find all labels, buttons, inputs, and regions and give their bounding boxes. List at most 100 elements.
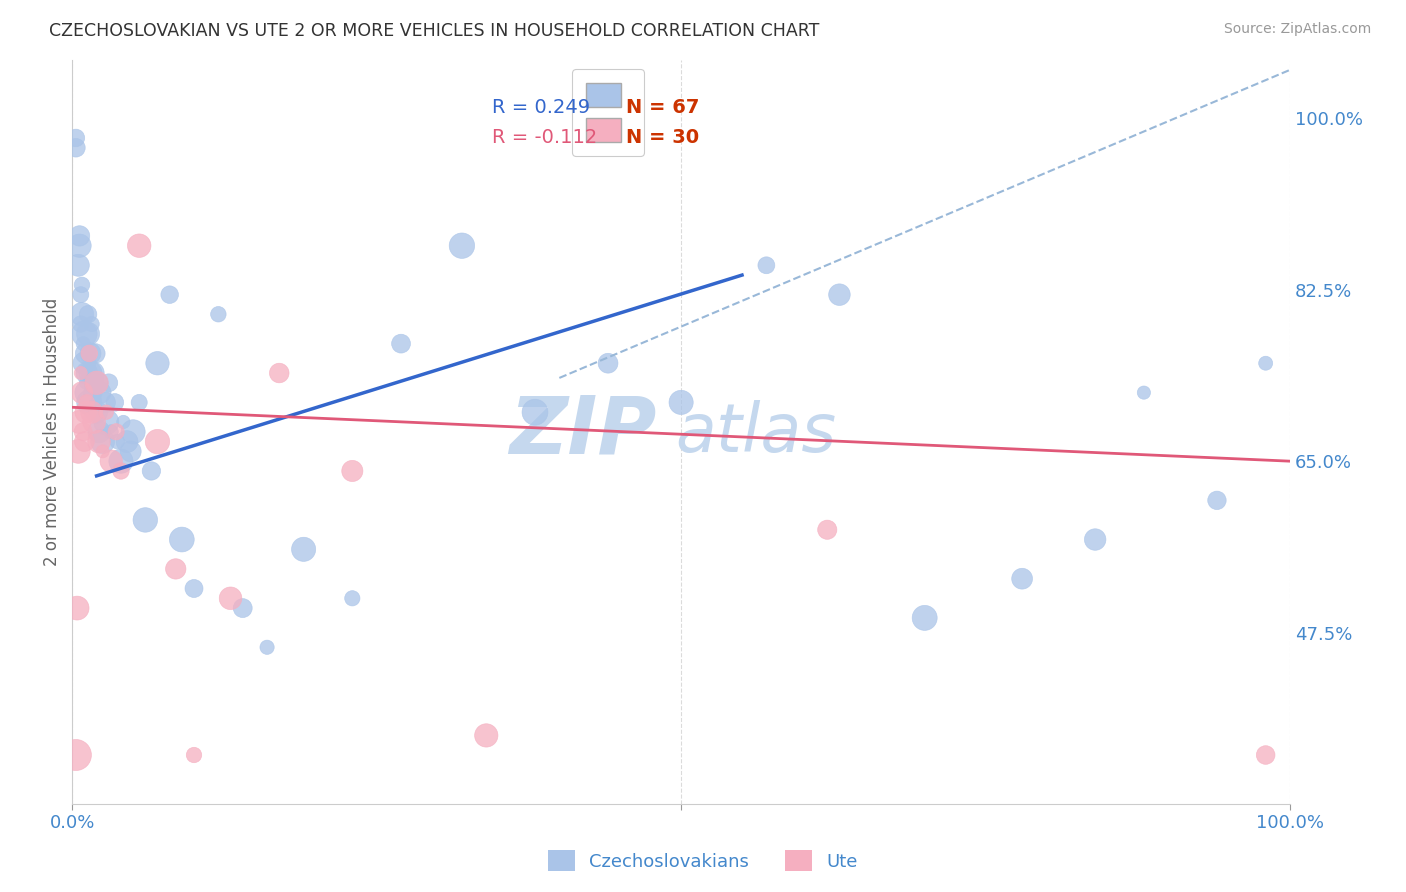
Point — [82, 366, 104, 380]
Point — [115, 434, 138, 449]
Point — [524, 405, 547, 419]
Point — [94, 395, 117, 409]
Point — [183, 747, 205, 762]
Point — [146, 356, 169, 370]
Point — [105, 434, 128, 449]
Point — [165, 562, 187, 576]
Point — [65, 747, 87, 762]
Point — [76, 385, 98, 400]
Point — [79, 366, 101, 380]
Point — [105, 425, 128, 439]
Point — [69, 228, 91, 243]
Point — [170, 533, 193, 547]
Point — [96, 415, 118, 429]
Point — [86, 376, 108, 390]
Point — [100, 425, 122, 439]
Point — [292, 542, 315, 557]
Text: R = 0.249: R = 0.249 — [492, 98, 591, 118]
Text: N = 30: N = 30 — [626, 128, 699, 147]
Point — [183, 582, 205, 596]
Point — [120, 444, 142, 458]
Point — [815, 523, 838, 537]
Point — [82, 385, 104, 400]
Point — [77, 307, 100, 321]
Point — [76, 395, 98, 409]
Point — [1133, 385, 1156, 400]
Point — [87, 434, 110, 449]
Point — [70, 307, 93, 321]
Point — [110, 454, 132, 468]
Point — [84, 346, 107, 360]
Point — [134, 513, 156, 527]
Point — [269, 366, 291, 380]
Point — [75, 376, 97, 390]
Point — [219, 591, 242, 606]
Point — [77, 326, 100, 341]
Point — [65, 131, 87, 145]
Point — [69, 287, 91, 301]
Point — [87, 425, 110, 439]
Text: atlas: atlas — [675, 401, 837, 467]
Point — [70, 277, 93, 292]
Point — [75, 346, 97, 360]
Point — [128, 238, 150, 252]
Point — [91, 444, 114, 458]
Y-axis label: 2 or more Vehicles in Household: 2 or more Vehicles in Household — [44, 298, 60, 566]
Point — [104, 395, 127, 409]
Point — [112, 415, 135, 429]
Point — [73, 434, 96, 449]
Point — [914, 611, 936, 625]
Point — [80, 405, 103, 419]
Point — [65, 141, 87, 155]
Point — [87, 376, 110, 390]
Text: N = 67: N = 67 — [626, 98, 700, 118]
Point — [69, 238, 91, 252]
Point — [755, 258, 778, 272]
Point — [77, 346, 100, 360]
Point — [232, 601, 254, 615]
Point — [110, 464, 132, 478]
Point — [79, 346, 101, 360]
Point — [69, 317, 91, 331]
Text: Source: ZipAtlas.com: Source: ZipAtlas.com — [1223, 22, 1371, 37]
Point — [66, 601, 89, 615]
Point — [77, 395, 100, 409]
Point — [475, 728, 498, 742]
Point — [75, 405, 97, 419]
Point — [342, 464, 364, 478]
Point — [72, 425, 94, 439]
Point — [1254, 356, 1277, 370]
Point — [70, 385, 93, 400]
Point — [596, 356, 619, 370]
Point — [256, 640, 278, 655]
Point — [80, 317, 103, 331]
Point — [97, 376, 120, 390]
Point — [159, 287, 181, 301]
Point — [207, 307, 229, 321]
Point — [67, 258, 90, 272]
Legend: , : , — [572, 70, 644, 156]
Point — [83, 415, 105, 429]
Point — [451, 238, 474, 252]
Point — [389, 336, 412, 351]
Point — [342, 591, 364, 606]
Point — [76, 366, 98, 380]
Point — [100, 454, 122, 468]
Text: R = -0.112: R = -0.112 — [492, 128, 598, 147]
Point — [73, 356, 96, 370]
Point — [89, 385, 111, 400]
Point — [91, 434, 114, 449]
Text: CZECHOSLOVAKIAN VS UTE 2 OR MORE VEHICLES IN HOUSEHOLD CORRELATION CHART: CZECHOSLOVAKIAN VS UTE 2 OR MORE VEHICLE… — [49, 22, 820, 40]
Point — [141, 464, 163, 478]
Point — [86, 405, 108, 419]
Point — [69, 366, 91, 380]
Point — [122, 425, 145, 439]
Point — [73, 326, 96, 341]
Point — [1084, 533, 1107, 547]
Point — [146, 434, 169, 449]
Point — [1206, 493, 1229, 508]
Point — [67, 444, 90, 458]
Point — [72, 336, 94, 351]
Point — [96, 405, 118, 419]
Text: ZIP: ZIP — [509, 392, 657, 471]
